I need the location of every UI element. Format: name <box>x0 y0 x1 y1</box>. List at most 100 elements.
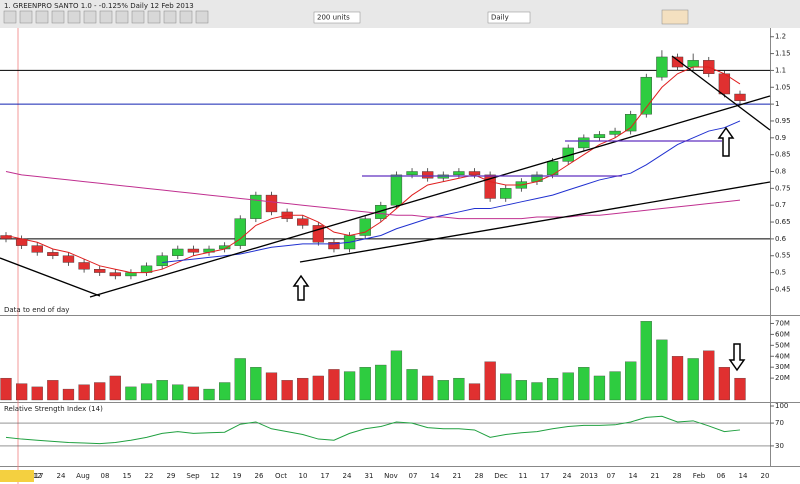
x-tick-label: 31 <box>365 472 374 480</box>
volume-bar <box>578 367 590 401</box>
x-tick-label: 10 <box>299 472 308 480</box>
icon[interactable] <box>179 10 193 24</box>
x-tick-label: 24 <box>343 472 352 480</box>
volume-bar <box>125 386 137 401</box>
volume-bar <box>281 380 293 401</box>
icon[interactable] <box>163 10 177 24</box>
volume-bar <box>468 383 481 401</box>
x-tick-label: 26 <box>255 472 264 480</box>
candle-body <box>734 93 746 101</box>
units-text: 200 units <box>317 14 350 22</box>
icon[interactable] <box>35 10 49 24</box>
volume-bar <box>484 361 496 401</box>
y-tick-label: 1.15 <box>775 50 791 58</box>
volume-bar <box>375 364 387 401</box>
volume-bar <box>109 375 121 401</box>
volume-bar <box>640 321 652 401</box>
volume-bar <box>406 369 418 401</box>
candle-body <box>312 225 325 243</box>
y-tick-label: 1.1 <box>775 66 786 74</box>
x-tick-label: Oct <box>275 472 287 480</box>
volume-bar <box>0 377 12 401</box>
x-tick-label: Feb <box>693 472 706 480</box>
x-tick-label: 20 <box>761 472 770 480</box>
toolbar-title: 1. GREENPRO SANTO 1.0 - -0.125% Daily 12… <box>4 2 194 10</box>
candle-body <box>94 269 106 273</box>
icon[interactable] <box>131 10 145 24</box>
volume-bar <box>187 386 200 401</box>
y-tick-label: 40M <box>775 352 790 360</box>
candle-body <box>484 174 496 199</box>
volume-bar <box>156 380 168 401</box>
moving-average <box>5 171 741 220</box>
x-tick-label: 17 <box>321 472 330 480</box>
y-tick-label: 0.8 <box>775 168 786 176</box>
period-dropdown[interactable] <box>487 11 531 24</box>
y-tick-label: 0.55 <box>775 252 791 260</box>
volume-bar <box>734 377 746 401</box>
candle-body <box>656 56 668 78</box>
candle-body <box>297 218 309 226</box>
candle-body <box>172 248 184 256</box>
candle-body <box>640 76 652 115</box>
x-tick-label: 28 <box>673 472 682 480</box>
y-tick-label: 50M <box>775 341 790 349</box>
icon[interactable] <box>147 10 161 24</box>
x-tick-label: Aug <box>76 472 90 480</box>
arrow-up <box>717 126 735 157</box>
rsi-line <box>5 415 741 445</box>
volume-bar <box>500 373 512 401</box>
x-tick-label: 24 <box>57 472 66 480</box>
volume-bar <box>703 350 715 401</box>
volume-bar <box>546 377 559 401</box>
icon[interactable] <box>51 10 65 24</box>
volume-bar <box>437 380 449 401</box>
volume-bar <box>562 372 574 401</box>
icon[interactable] <box>99 10 113 24</box>
x-tick-label: 14 <box>629 472 638 480</box>
candle-body <box>156 255 168 267</box>
y-tick-label: 100 <box>775 402 788 410</box>
price-panel-label: Data to end of day <box>4 306 69 314</box>
units-dropdown[interactable] <box>313 11 361 24</box>
candle-body <box>375 204 387 219</box>
icon[interactable] <box>3 10 17 24</box>
trendline <box>89 95 771 298</box>
candle-body <box>265 194 278 213</box>
volume-bar <box>328 369 340 401</box>
x-tick-label: 22 <box>145 472 154 480</box>
y-tick-label: 0.65 <box>775 218 791 226</box>
icon[interactable] <box>115 10 129 24</box>
x-tick-label: 14 <box>739 472 748 480</box>
candle-body <box>47 252 59 256</box>
icon[interactable] <box>19 10 33 24</box>
volume-bar <box>453 377 465 401</box>
y-tick-label: 0.85 <box>775 151 791 159</box>
volume-bar <box>343 371 356 401</box>
moving-average <box>5 66 741 274</box>
candle-body <box>31 245 43 253</box>
x-tick-label: 19 <box>233 472 242 480</box>
volume-bar <box>718 367 730 401</box>
x-tick-label: 2013 <box>580 472 598 480</box>
y-tick-label: 60M <box>775 330 790 338</box>
volume-bar <box>625 361 637 401</box>
volume-bar <box>203 388 215 401</box>
volume-bar <box>593 375 606 401</box>
arrow-up <box>292 274 310 301</box>
candle-body <box>62 255 75 263</box>
x-tick-label: 07 <box>607 472 616 480</box>
volume-bar <box>62 388 75 401</box>
candle-body <box>593 134 606 139</box>
x-tick-label: Nov <box>384 472 398 480</box>
volume-bar <box>390 350 403 401</box>
icon[interactable] <box>83 10 97 24</box>
icon[interactable] <box>67 10 81 24</box>
x-tick-label: 14 <box>431 472 440 480</box>
y-tick-label: 20M <box>775 374 790 382</box>
icon[interactable] <box>195 10 209 24</box>
candle-body <box>250 194 262 219</box>
candle-body <box>109 272 121 277</box>
y-tick-label: 0.9 <box>775 134 786 142</box>
volume-bar <box>671 356 684 401</box>
